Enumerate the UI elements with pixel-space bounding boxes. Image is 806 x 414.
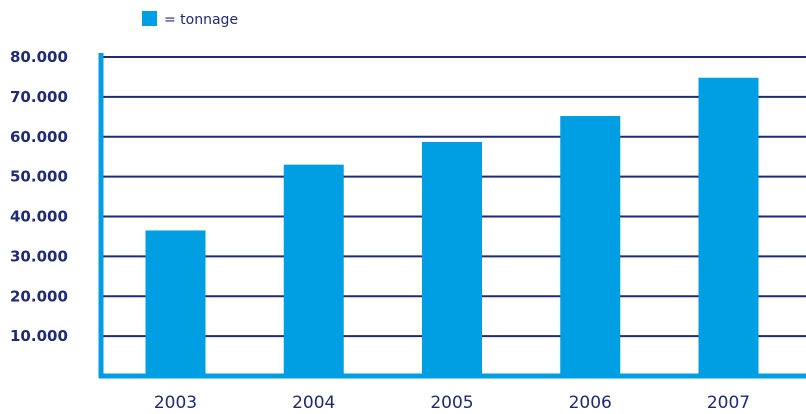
legend: = tonnage — [142, 11, 238, 28]
y-tick-label: 20.000 — [10, 287, 68, 305]
x-tick-label: 2003 — [154, 393, 197, 413]
bar-2004 — [283, 164, 344, 376]
bars — [145, 77, 759, 377]
bar-2007 — [698, 77, 759, 377]
x-tick-label: 2004 — [292, 393, 335, 413]
y-tick-label: 50.000 — [10, 168, 68, 186]
legend-swatch — [142, 11, 157, 26]
y-tick-labels: 10.000 20.000 30.000 40.000 50.000 60.000 70.0… — [10, 48, 68, 345]
bar-2006 — [560, 116, 621, 376]
axes — [98, 53, 806, 379]
y-tick-label: 80.000 — [10, 48, 68, 66]
y-tick-label: 30.000 — [10, 247, 68, 265]
x-tick-label: 2007 — [707, 393, 750, 413]
bar-2003 — [145, 230, 206, 376]
y-tick-label: 70.000 — [10, 88, 68, 106]
bar-2005 — [422, 141, 482, 376]
y-tick-label: 40.000 — [10, 208, 68, 226]
x-tick-label: 2006 — [569, 393, 612, 413]
y-tick-label: 10.000 — [10, 327, 68, 345]
x-tick-labels: 2003 2004 2005 2006 2007 — [154, 393, 750, 413]
y-tick-label: 60.000 — [10, 128, 68, 146]
legend-label: = tonnage — [164, 12, 238, 28]
x-tick-label: 2005 — [430, 393, 473, 413]
